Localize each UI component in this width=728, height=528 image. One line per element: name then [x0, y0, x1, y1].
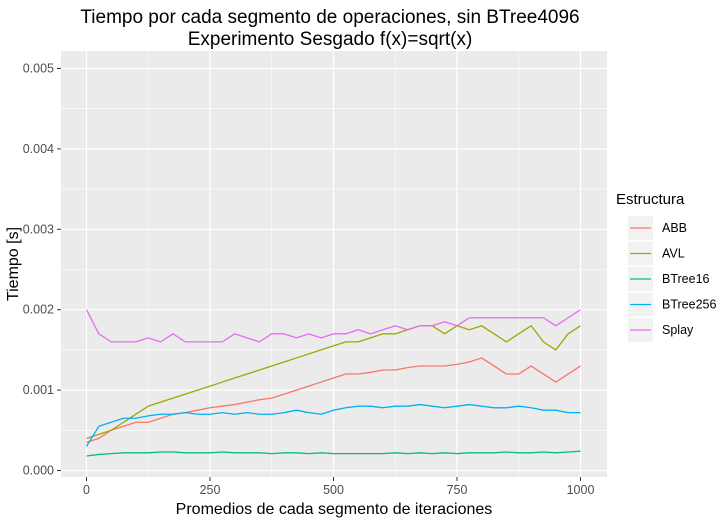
legend-title: Estructura: [616, 191, 685, 208]
y-tick-label: 0.004: [23, 142, 54, 156]
y-tick-label: 0.003: [23, 222, 54, 236]
series-line-splay: [85, 309, 581, 343]
x-axis-title: Promedios de cada segmento de iteracione…: [176, 501, 493, 518]
series-line-btree256: [85, 403, 581, 447]
y-tick-label: 0.002: [23, 303, 54, 317]
legend: Estructura ABB AVL BTree16 BTree256 Splay: [616, 191, 716, 342]
x-tick-label: 0: [83, 483, 90, 497]
series-line-avl: [86, 325, 581, 439]
y-tick-label: 0.001: [23, 383, 54, 397]
chart-subtitle: Experimento Sesgado f(x)=sqrt(x): [188, 29, 473, 50]
axis-ticks: 0 250 500 750 1000 0.000 0.001 0.002 0.003 0.004 0…: [23, 62, 595, 498]
x-tick-label: 500: [323, 483, 344, 497]
chart-title: Tiempo por cada segmento de operaciones,…: [80, 7, 579, 28]
x-tick-label: 250: [200, 483, 221, 497]
y-tick-label: 0.005: [23, 62, 54, 76]
legend-label: BTree16: [662, 272, 710, 286]
legend-label: ABB: [662, 221, 687, 235]
y-axis-title: Tiempo [s]: [5, 227, 22, 301]
series-lines: [85, 309, 581, 457]
legend-label: BTree256: [662, 298, 716, 312]
series-line-abb: [86, 357, 581, 443]
x-tick-label: 1000: [567, 483, 595, 497]
x-tick-label: 750: [447, 483, 468, 497]
legend-label: Splay: [662, 323, 694, 337]
gridlines: [61, 51, 607, 477]
series-line-btree16: [86, 450, 581, 457]
legend-label: AVL: [662, 247, 685, 261]
y-tick-label: 0.000: [23, 464, 54, 478]
